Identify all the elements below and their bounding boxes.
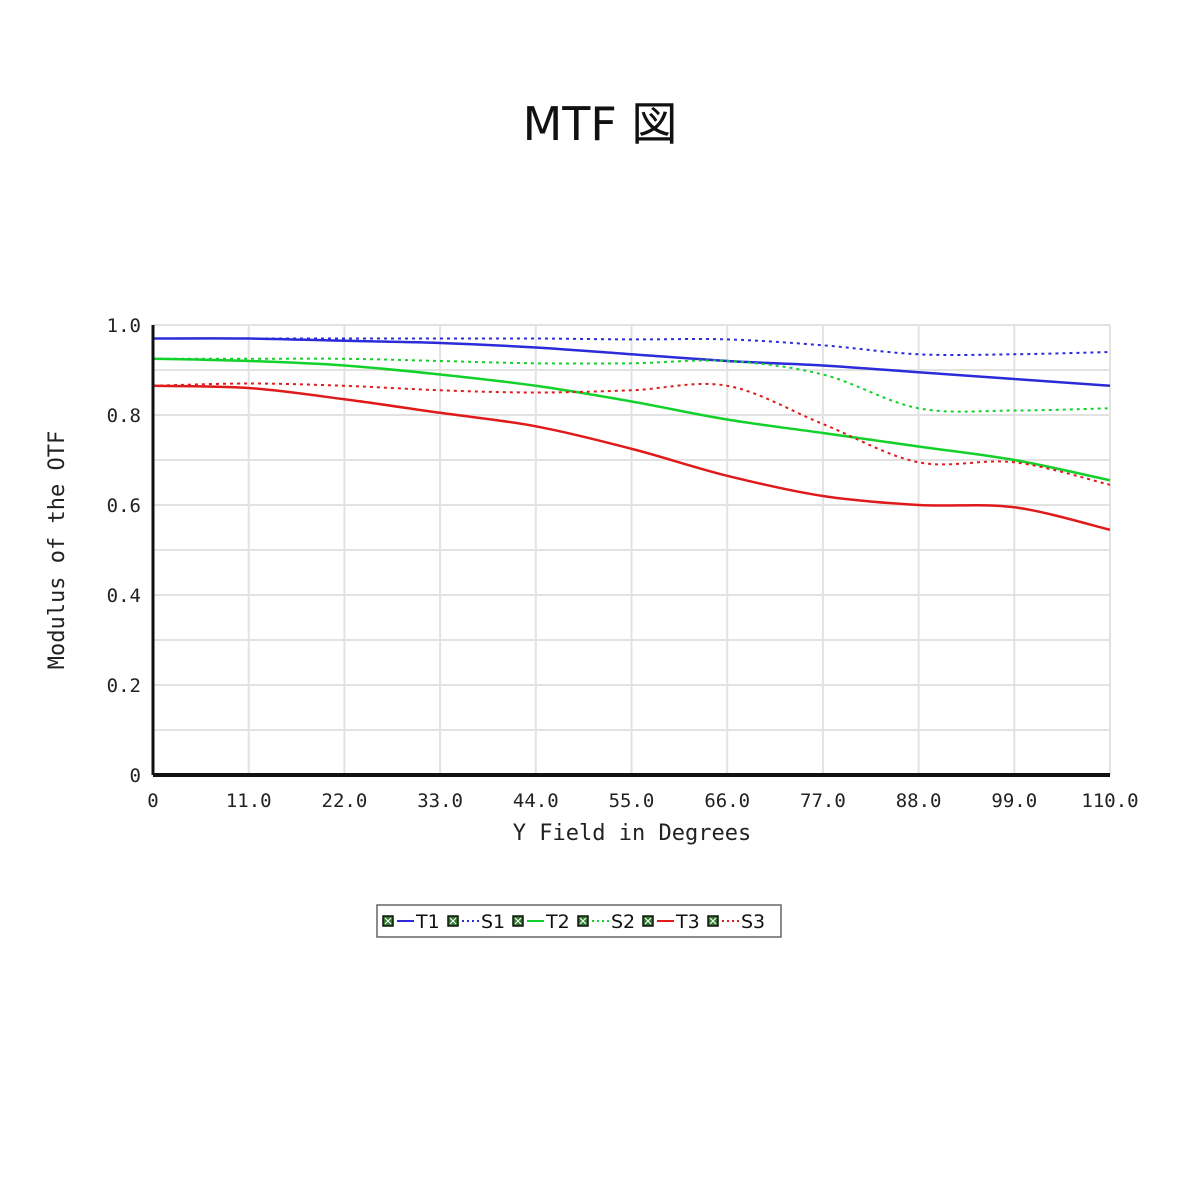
y-tick-label: 0.8 xyxy=(107,405,141,427)
x-tick-label: 77.0 xyxy=(800,790,846,812)
legend-item-s2[interactable]: S2 xyxy=(577,911,635,933)
x-tick-label: 22.0 xyxy=(322,790,368,812)
series-line-t1 xyxy=(152,337,1111,388)
y-tick-label: 0.4 xyxy=(107,585,141,607)
chart-axes xyxy=(151,325,1110,777)
page-title: MTF 図 xyxy=(522,97,678,151)
y-tick-label: 0.6 xyxy=(107,495,141,517)
series-line-s2 xyxy=(152,357,1111,413)
x-axis-label: Y Field in Degrees xyxy=(513,821,751,846)
legend-label: S3 xyxy=(741,911,765,933)
legend-item-s1[interactable]: S1 xyxy=(447,911,505,933)
legend-label: S1 xyxy=(481,911,505,933)
x-tick-label: 55.0 xyxy=(609,790,655,812)
legend-label: T2 xyxy=(545,911,570,933)
series-line-s3 xyxy=(152,382,1111,486)
legend-label: T1 xyxy=(415,911,440,933)
x-tick-label: 110.0 xyxy=(1081,790,1138,812)
series-line-t3 xyxy=(152,384,1111,532)
legend-item-t2[interactable]: T2 xyxy=(512,911,570,933)
x-tick-label: 66.0 xyxy=(704,790,750,812)
y-tick-label: 1.0 xyxy=(107,315,141,337)
y-tick-label: 0.2 xyxy=(107,675,141,697)
x-tick-label: 0 xyxy=(147,790,158,812)
chart-series xyxy=(152,337,1111,532)
x-tick-label: 99.0 xyxy=(991,790,1037,812)
legend-label: T3 xyxy=(675,911,700,933)
legend-item-t1[interactable]: T1 xyxy=(382,911,440,933)
legend-item-s3[interactable]: S3 xyxy=(707,911,765,933)
y-axis-label: Modulus of the OTF xyxy=(45,431,70,669)
check-mark-icon xyxy=(579,917,587,925)
check-mark-icon xyxy=(709,917,717,925)
legend-label: S2 xyxy=(611,911,635,933)
x-tick-label: 44.0 xyxy=(513,790,559,812)
x-tick-label: 33.0 xyxy=(417,790,463,812)
series-line-t2 xyxy=(152,357,1111,482)
legend-item-t3[interactable]: T3 xyxy=(642,911,700,933)
check-mark-icon xyxy=(514,917,522,925)
check-mark-icon xyxy=(644,917,652,925)
check-mark-icon xyxy=(384,917,392,925)
y-tick-label: 0 xyxy=(130,765,141,787)
check-mark-icon xyxy=(449,917,457,925)
x-tick-label: 11.0 xyxy=(226,790,272,812)
series-line-s1 xyxy=(153,337,1111,357)
x-tick-label: 88.0 xyxy=(896,790,942,812)
chart-ticks: 0 11.0 22.0 33.0 44.0 55.0 66.0 77.0 88.0 99.0 110… xyxy=(107,315,1139,812)
chart-legend: T1 S1 T2 S2 T3 S3 xyxy=(376,904,782,938)
